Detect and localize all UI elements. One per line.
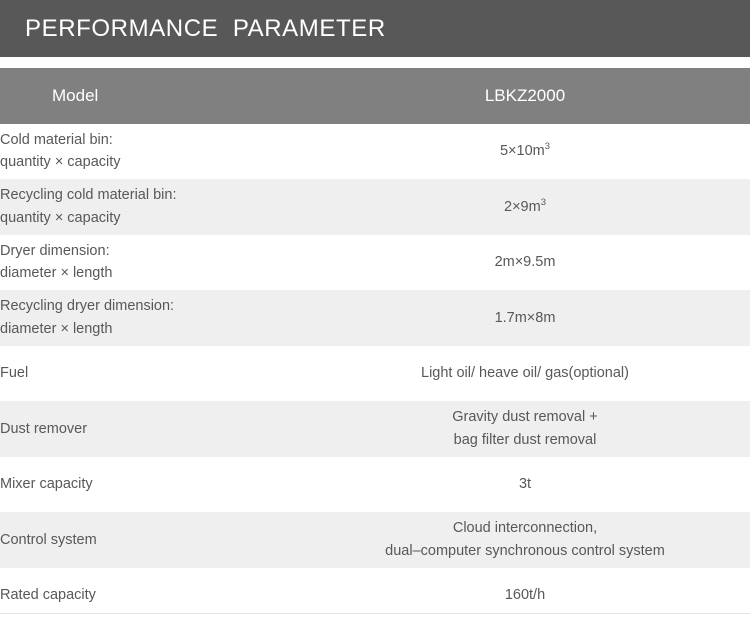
value-line-primary: 2×9m <box>504 198 541 215</box>
table-row: Cold material bin: quantity × capacity 5… <box>0 123 750 180</box>
table-header-row: Model LBKZ2000 <box>0 68 750 124</box>
specification-table: Model LBKZ2000 Cold material bin: quanti… <box>0 68 750 618</box>
row-label-dust-remover: Dust remover <box>0 401 300 457</box>
column-header-model-value: LBKZ2000 <box>484 85 566 105</box>
label-line-primary: Cold material bin: <box>0 131 113 148</box>
row-value-recycling-cold-material-bin: 2×9m3 <box>300 179 750 235</box>
table-row: Control system Cloud interconnection, du… <box>0 512 750 568</box>
label-line-primary: Control system <box>0 531 97 548</box>
row-label-rated-capacity: Rated capacity <box>0 568 300 618</box>
value-line-primary: 3t <box>518 476 532 493</box>
label-line-secondary: diameter × length <box>0 320 113 337</box>
row-value-rated-capacity: 160t/h <box>300 568 750 618</box>
value-line-primary: Light oil/ heave oil/ gas(optional) <box>421 365 629 382</box>
value-line-primary: 2m×9.5m <box>494 254 556 271</box>
label-line-primary: Rated capacity <box>0 587 96 604</box>
table-row: Dryer dimension: diameter × length 2m×9.… <box>0 234 750 291</box>
table-row: Recycling cold material bin: quantity × … <box>0 179 750 235</box>
page-title: PERFORMANCE PARAMETER <box>25 14 386 42</box>
row-label-control-system: Control system <box>0 512 300 568</box>
value-line-primary: 1.7m×8m <box>494 309 556 326</box>
title-banner: PERFORMANCE PARAMETER <box>0 0 750 57</box>
label-line-primary: Fuel <box>0 365 29 382</box>
table-body: Cold material bin: quantity × capacity 5… <box>0 123 750 618</box>
value-line-primary: 160t/h <box>504 587 546 604</box>
row-value-fuel: Light oil/ heave oil/ gas(optional) <box>300 346 750 402</box>
label-line-primary: Dust remover <box>0 420 88 437</box>
row-label-dryer-dimension: Dryer dimension: diameter × length <box>0 235 300 291</box>
label-line-primary: Dryer dimension: <box>0 242 110 259</box>
table-row: Dust remover Gravity dust removal + bag … <box>0 401 750 457</box>
table-row: Recycling dryer dimension: diameter × le… <box>0 290 750 346</box>
row-value-control-system: Cloud interconnection, dual–computer syn… <box>300 512 750 568</box>
row-value-dust-remover: Gravity dust removal + bag filter dust r… <box>300 401 750 457</box>
table-row: Mixer capacity 3t <box>0 456 750 513</box>
row-value-recycling-dryer-dimension: 1.7m×8m <box>300 290 750 346</box>
value-line-secondary: bag filter dust removal <box>453 431 597 448</box>
table-row: Fuel Light oil/ heave oil/ gas(optional) <box>0 345 750 402</box>
value-line-secondary: dual–computer synchronous control system <box>385 542 665 559</box>
label-line-secondary: quantity × capacity <box>0 209 121 226</box>
row-label-recycling-cold-material-bin: Recycling cold material bin: quantity × … <box>0 179 300 235</box>
row-value-mixer-capacity: 3t <box>300 457 750 513</box>
value-superscript: 3 <box>540 196 546 208</box>
row-label-recycling-dryer-dimension: Recycling dryer dimension: diameter × le… <box>0 290 300 346</box>
label-line-primary: Recycling dryer dimension: <box>0 298 175 315</box>
label-line-secondary: quantity × capacity <box>0 154 121 171</box>
label-line-primary: Mixer capacity <box>0 476 93 493</box>
label-line-primary: Recycling cold material bin: <box>0 187 177 204</box>
row-value-dryer-dimension: 2m×9.5m <box>300 235 750 291</box>
bottom-divider <box>0 613 750 614</box>
value-line-primary: 5×10m <box>499 143 545 160</box>
value-superscript: 3 <box>544 141 551 153</box>
table-row: Rated capacity 160t/h <box>0 567 750 618</box>
row-label-fuel: Fuel <box>0 346 300 402</box>
column-header-model: Model <box>52 85 99 105</box>
row-label-mixer-capacity: Mixer capacity <box>0 457 300 513</box>
label-line-secondary: diameter × length <box>0 265 113 282</box>
value-line-primary: Gravity dust removal + <box>452 409 598 426</box>
row-label-cold-material-bin: Cold material bin: quantity × capacity <box>0 124 300 180</box>
banner-spacer <box>0 57 750 68</box>
row-value-cold-material-bin: 5×10m3 <box>300 124 750 180</box>
value-line-primary: Cloud interconnection, <box>452 520 598 537</box>
